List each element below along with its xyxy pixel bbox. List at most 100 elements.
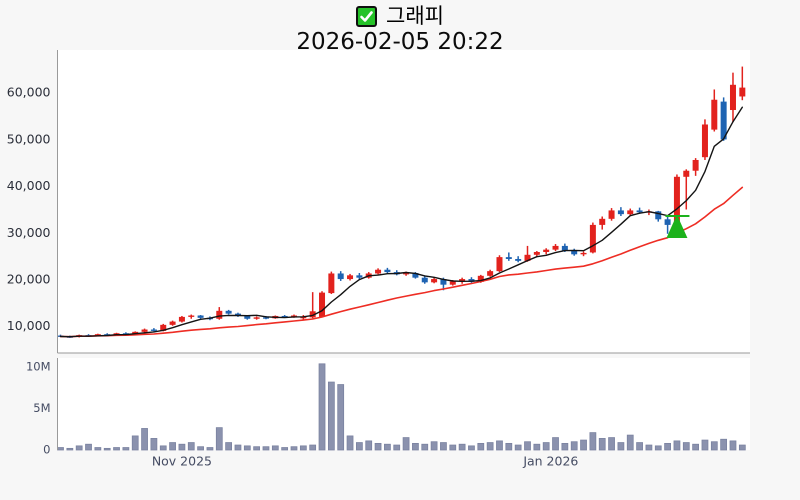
candle-down xyxy=(384,269,391,273)
chart-datetime: 2026-02-05 20:22 xyxy=(296,29,504,55)
candle-up xyxy=(589,224,596,253)
candle-down xyxy=(122,333,129,335)
candle-down xyxy=(197,315,204,318)
volume-bar xyxy=(178,443,186,451)
volume-bar xyxy=(150,438,158,451)
volume-bar xyxy=(542,442,550,451)
candle-down xyxy=(515,258,522,261)
candle-down xyxy=(150,329,157,331)
volume-bar xyxy=(468,445,475,451)
candle-up xyxy=(216,310,223,319)
candle-down xyxy=(262,317,269,319)
candle-down xyxy=(421,277,428,283)
candle-down xyxy=(664,219,671,225)
candle-up xyxy=(328,273,335,294)
title-row: 그래피 xyxy=(0,3,800,29)
volume-bar xyxy=(458,443,466,451)
candle-down xyxy=(561,245,568,251)
candle-down xyxy=(337,273,344,280)
candle-down xyxy=(720,101,727,140)
volume-bar xyxy=(496,440,503,451)
volume-bar xyxy=(253,446,261,451)
volume-bar xyxy=(159,445,167,451)
volume-bar xyxy=(729,440,737,451)
volume-bar xyxy=(421,443,429,451)
candle-up xyxy=(375,269,382,274)
candle-down xyxy=(244,315,251,319)
volume-bar xyxy=(738,444,746,451)
candle-up xyxy=(608,210,615,219)
candle-up xyxy=(141,329,148,332)
volume-tick-label: 10M xyxy=(26,360,51,374)
volume-bar xyxy=(524,441,531,451)
volume-bar xyxy=(440,442,447,451)
candle-up xyxy=(739,87,746,97)
volume-bar xyxy=(215,427,223,451)
candle-up xyxy=(347,275,354,280)
candle-up xyxy=(169,321,176,325)
volume-bar xyxy=(318,363,326,451)
volume-bar xyxy=(402,437,410,451)
candle-up xyxy=(729,84,736,111)
candle-up xyxy=(477,275,484,282)
volume-bar xyxy=(206,447,214,451)
volume-bar xyxy=(365,440,373,451)
volume-bar xyxy=(66,447,74,451)
volume-bar xyxy=(197,446,204,451)
candle-up xyxy=(580,252,587,255)
checked-checkbox-icon[interactable] xyxy=(356,5,378,27)
candle-up xyxy=(692,159,699,171)
candle-up xyxy=(701,124,708,158)
candle-down xyxy=(412,273,419,278)
volume-bar xyxy=(477,442,485,451)
volume-bar xyxy=(234,444,242,451)
volume-bar xyxy=(449,444,457,451)
candle-up xyxy=(599,218,606,225)
candle-down xyxy=(617,210,624,215)
volume-bar xyxy=(552,437,559,451)
candle-down xyxy=(234,313,241,316)
volume-bar xyxy=(701,439,709,451)
candle-down xyxy=(571,250,578,255)
volume-bar xyxy=(710,441,718,451)
candle-up xyxy=(487,271,494,276)
volume-bar xyxy=(243,445,251,451)
volume-bar xyxy=(692,443,699,451)
candle-up xyxy=(627,210,634,215)
volume-bar xyxy=(654,445,662,451)
volume-bar xyxy=(327,381,335,451)
candle-up xyxy=(673,176,680,224)
candle-up xyxy=(449,281,456,285)
price-tick-label: 20,000 xyxy=(7,272,51,287)
volume-bar xyxy=(645,444,653,451)
volume-bar xyxy=(626,434,634,451)
candle-up xyxy=(178,316,185,322)
volume-bar xyxy=(141,428,148,451)
candle-up xyxy=(552,245,559,250)
volume-bar xyxy=(113,447,120,451)
volume-bar xyxy=(262,446,270,451)
volume-bar xyxy=(290,446,298,451)
volume-bar xyxy=(356,442,363,451)
volume-tick-label: 5M xyxy=(33,401,50,415)
volume-bar xyxy=(103,447,111,451)
volume-tick-label: 0 xyxy=(43,443,50,457)
candle-up xyxy=(533,251,540,255)
volume-bar xyxy=(309,444,317,451)
checkmark-glyph xyxy=(360,10,373,22)
volume-bar xyxy=(299,445,307,451)
volume-bar xyxy=(412,442,419,451)
volume-bar xyxy=(533,443,541,451)
volume-bar xyxy=(636,442,643,451)
volume-bar xyxy=(281,447,289,451)
candle-up xyxy=(683,170,690,177)
volume-bar xyxy=(337,384,345,451)
candle-up xyxy=(160,324,167,331)
volume-bar xyxy=(122,447,130,451)
candle-up xyxy=(403,273,410,275)
candle-down xyxy=(636,210,643,213)
price-panel xyxy=(57,50,750,353)
volume-bar xyxy=(346,435,354,451)
volume-bar xyxy=(617,442,625,451)
